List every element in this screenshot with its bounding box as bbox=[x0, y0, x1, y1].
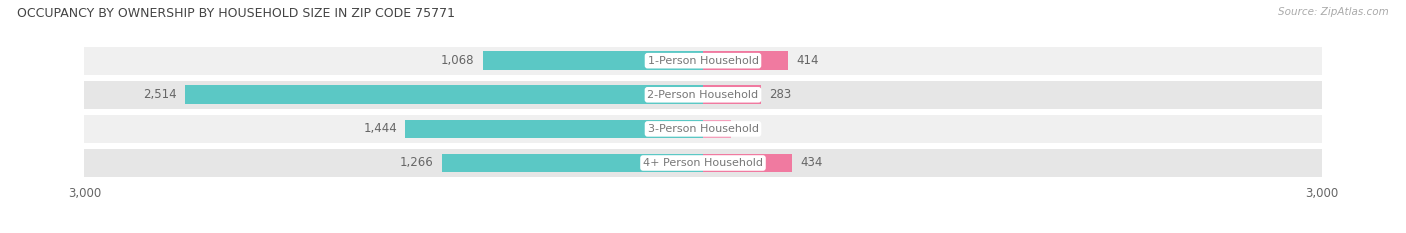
Bar bbox=[703, 120, 731, 138]
Text: 2,514: 2,514 bbox=[142, 88, 176, 101]
Text: 4+ Person Household: 4+ Person Household bbox=[643, 158, 763, 168]
Bar bbox=[703, 51, 789, 70]
Text: Source: ZipAtlas.com: Source: ZipAtlas.com bbox=[1278, 7, 1389, 17]
Bar bbox=[184, 86, 703, 104]
Text: 135: 135 bbox=[740, 122, 761, 135]
Bar bbox=[703, 154, 793, 172]
Text: 1-Person Household: 1-Person Household bbox=[648, 56, 758, 66]
Text: 283: 283 bbox=[769, 88, 792, 101]
Bar bbox=[84, 149, 1322, 177]
Text: 3-Person Household: 3-Person Household bbox=[648, 124, 758, 134]
Bar bbox=[441, 154, 703, 172]
Bar bbox=[84, 115, 1322, 143]
Bar bbox=[405, 120, 703, 138]
Text: 1,444: 1,444 bbox=[363, 122, 396, 135]
Text: 1,068: 1,068 bbox=[441, 54, 474, 67]
Text: OCCUPANCY BY OWNERSHIP BY HOUSEHOLD SIZE IN ZIP CODE 75771: OCCUPANCY BY OWNERSHIP BY HOUSEHOLD SIZE… bbox=[17, 7, 456, 20]
Text: 414: 414 bbox=[797, 54, 820, 67]
Bar bbox=[84, 47, 1322, 75]
Bar bbox=[84, 81, 1322, 109]
Text: 434: 434 bbox=[801, 157, 823, 169]
Text: 2-Person Household: 2-Person Household bbox=[647, 90, 759, 100]
Text: 1,266: 1,266 bbox=[399, 157, 433, 169]
Bar bbox=[482, 51, 703, 70]
Bar bbox=[703, 86, 762, 104]
